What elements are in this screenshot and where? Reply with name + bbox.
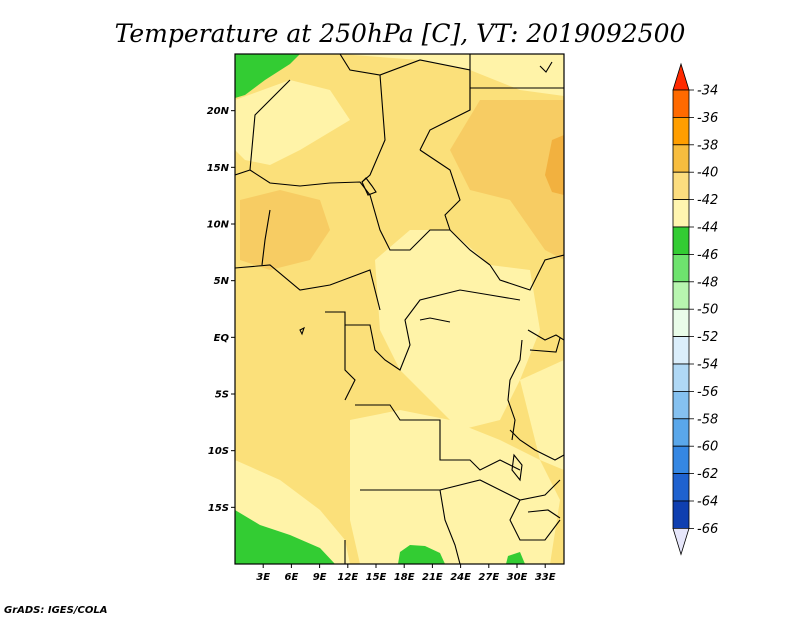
colorbar-label: -54 [697,358,718,373]
lon-tick-label: 21E [422,572,443,583]
colorbar-segment [672,473,690,502]
field-region-38-40-west [240,190,330,270]
colorbar-label: -44 [697,221,718,236]
colorbar-label: -50 [697,303,718,318]
lon-tick-label: 18E [394,572,415,583]
field-region-42-44-central [375,230,540,430]
colorbar-segment [672,363,690,392]
colorbar-segment [672,171,690,200]
lat-tick-label: 5N [214,276,230,287]
lon-tick-label: 6E [285,572,299,583]
lon-tick-label: 9E [313,572,327,583]
lat-tick-label: 5S [215,390,229,401]
colorbar-under-arrow [672,528,690,556]
lat-tick-label: 20N [207,106,230,117]
colorbar-segment [672,253,690,283]
lon-tick-label: 33E [535,572,556,583]
colorbar-label: -60 [697,440,718,455]
colorbar-label: -40 [697,166,718,181]
temperature-map: 3E 6E 9E 12E 15E 18E 21E 24E 27E 30E 33E 20N 15N 10N… [207,53,565,583]
colorbar-label: -46 [697,248,718,263]
colorbar-label: -62 [697,467,718,482]
colorbar-label: -64 [697,495,718,510]
field-region-42-44-sahara [235,80,350,165]
colorbar-segment [672,89,690,118]
colorbar-segment [672,144,690,173]
lat-tick-label: 15S [208,503,229,514]
lon-tick-label: 24E [450,572,471,583]
field-region-44-46-southeast [506,552,525,564]
colorbar-label: -56 [697,385,718,400]
lat-tick-label: 10S [208,446,229,457]
lon-tick-label: 27E [478,572,499,583]
colorbar-label: -36 [697,111,718,126]
colorbar-segment [672,117,690,146]
colorbar-label: -48 [697,275,718,290]
colorbar-segment [672,226,690,255]
country-borders [235,54,564,564]
colorbar-label: -52 [697,330,718,345]
lat-tick-label: 15N [207,163,230,174]
colorbar-segment [672,199,690,228]
colorbar-label: -38 [697,138,718,153]
latitude-ticks: 20N 15N 10N 5N EQ 5S 10S 15S [207,106,235,514]
longitude-ticks: 3E 6E 9E 12E 15E 18E 21E 24E 27E 30E 33E [256,564,556,583]
colorbar-segment [672,445,690,475]
field-region-42-44-north [235,54,564,96]
map-frame [234,53,565,565]
colorbar-over-arrow [672,62,690,91]
lon-tick-label: 3E [256,572,270,583]
colorbar: -34 -36 -38 -40 -42 -44 -46 -48 -50 -52 -54 -56 -58 -… [672,62,718,556]
colorbar-segment [672,281,690,310]
field-region-38-40-east [450,100,564,260]
colorbar-label: -58 [697,412,718,427]
colorbar-label: -66 [697,522,718,537]
lon-tick-label: 30E [507,572,528,583]
figure-title: Temperature at 250hPa [C], VT: 201909250… [115,19,686,48]
colorbar-segment [672,390,690,420]
colorbar-segment [672,336,690,365]
colorbar-label: -42 [697,193,718,208]
colorbar-segment [672,418,690,447]
lat-tick-label: 10N [207,220,230,231]
colorbar-label: -34 [697,84,718,99]
grads-credit: GrADS: IGES/COLA [4,605,107,616]
field-region-42-44-south [350,410,560,564]
colorbar-segment [672,500,690,529]
field-region-44-46-southwest [235,510,335,564]
field-region-36-38-sudan [545,135,564,195]
lat-tick-label: EQ [214,333,230,344]
colorbar-segment [672,308,690,338]
lon-tick-label: 15E [366,572,387,583]
field-region-44-46-northwest [235,54,300,98]
field-region-44-46-south [398,545,445,564]
lon-tick-label: 12E [337,572,358,583]
field-region-42-44-east [520,360,564,470]
